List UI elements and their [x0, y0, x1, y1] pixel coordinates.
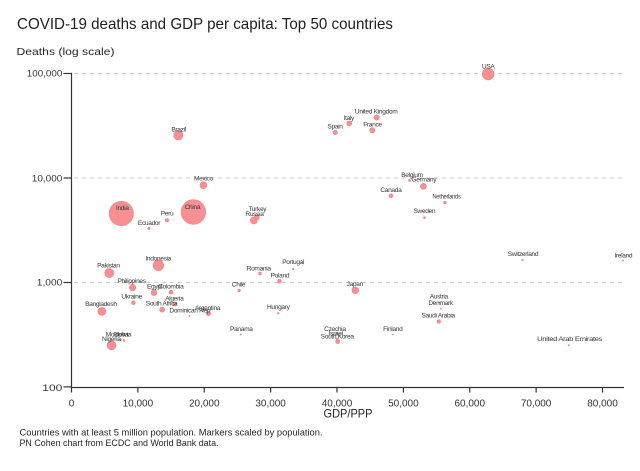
svg-text:Netherlands: Netherlands	[432, 194, 461, 201]
svg-text:Mexico: Mexico	[194, 176, 214, 183]
svg-text:Argentina: Argentina	[195, 305, 221, 312]
svg-text:100: 100	[42, 383, 62, 394]
svg-text:South Korea: South Korea	[321, 334, 355, 341]
svg-text:France: France	[363, 122, 382, 129]
svg-text:Brazil: Brazil	[171, 126, 186, 133]
svg-text:Israel: Israel	[329, 331, 344, 338]
svg-text:Egypt: Egypt	[147, 284, 163, 291]
svg-text:United Kingdom: United Kingdom	[355, 109, 398, 116]
svg-text:Philippines: Philippines	[117, 278, 146, 285]
svg-text:20,000: 20,000	[189, 399, 220, 410]
svg-text:COVID-19 deaths and GDP per ca: COVID-19 deaths and GDP per capita: Top …	[17, 16, 393, 33]
svg-text:10,000: 10,000	[32, 173, 63, 184]
svg-text:Czechia: Czechia	[324, 326, 346, 333]
svg-text:India: India	[116, 205, 129, 212]
svg-text:Germany: Germany	[411, 177, 437, 184]
svg-text:Pakistan: Pakistan	[97, 263, 120, 270]
svg-text:Russia: Russia	[245, 211, 264, 218]
svg-text:70,000: 70,000	[521, 399, 552, 410]
svg-text:Hungary: Hungary	[267, 304, 291, 311]
svg-text:0: 0	[69, 399, 75, 410]
svg-text:60,000: 60,000	[455, 399, 486, 410]
svg-text:United Arab Emirates: United Arab Emirates	[537, 336, 603, 343]
svg-text:Sweden: Sweden	[413, 208, 436, 215]
svg-text:Dominican Rep: Dominican Rep	[169, 308, 210, 315]
svg-text:GDP/PPP: GDP/PPP	[324, 407, 373, 421]
svg-text:Italy: Italy	[344, 115, 355, 122]
svg-text:PN Cohen chart from ECDC and W: PN Cohen chart from ECDC and World Bank …	[20, 438, 219, 449]
svg-text:Denmark: Denmark	[428, 300, 453, 307]
svg-text:Bangladesh: Bangladesh	[85, 301, 117, 308]
svg-text:Ukraine: Ukraine	[121, 293, 142, 300]
svg-text:Finland: Finland	[383, 326, 403, 333]
svg-text:Romania: Romania	[247, 266, 272, 273]
svg-text:China: China	[185, 204, 201, 211]
svg-text:Panama: Panama	[230, 326, 253, 333]
svg-text:Colombia: Colombia	[158, 284, 184, 291]
svg-text:Canada: Canada	[380, 187, 402, 194]
svg-text:Belgium: Belgium	[401, 172, 423, 179]
svg-text:Nigeria: Nigeria	[102, 336, 121, 343]
svg-text:Portugal: Portugal	[282, 259, 305, 266]
svg-text:50,000: 50,000	[388, 399, 419, 410]
svg-text:Indonesia: Indonesia	[145, 255, 171, 262]
svg-text:USA: USA	[482, 64, 495, 71]
svg-text:Ireland: Ireland	[614, 252, 633, 259]
svg-text:Poland: Poland	[271, 272, 290, 279]
svg-text:Spain: Spain	[327, 124, 343, 131]
svg-text:Austria: Austria	[430, 294, 449, 301]
svg-text:1,000: 1,000	[37, 277, 63, 288]
svg-text:80,000: 80,000	[587, 399, 618, 410]
svg-text:Saudi Arabia: Saudi Arabia	[421, 312, 455, 319]
svg-text:Japan: Japan	[347, 281, 364, 288]
svg-text:Countries with at least 5 mill: Countries with at least 5 million popula…	[20, 428, 323, 439]
svg-text:Algeria: Algeria	[165, 295, 184, 302]
svg-text:30,000: 30,000	[255, 399, 286, 410]
svg-text:10,000: 10,000	[123, 399, 154, 410]
svg-text:Turkey: Turkey	[248, 206, 267, 213]
svg-text:100,000: 100,000	[27, 68, 63, 79]
svg-text:Switzerland: Switzerland	[508, 251, 539, 258]
svg-text:Ecuador: Ecuador	[138, 220, 161, 227]
svg-text:Deaths (log scale): Deaths (log scale)	[17, 47, 115, 58]
svg-text:South Africa: South Africa	[146, 301, 178, 308]
svg-text:40,000: 40,000	[322, 399, 353, 410]
svg-text:Moldova: Moldova	[106, 331, 129, 338]
svg-text:Bolivia: Bolivia	[114, 332, 132, 339]
svg-text:Peru: Peru	[161, 211, 174, 218]
svg-text:Chile: Chile	[232, 282, 246, 289]
